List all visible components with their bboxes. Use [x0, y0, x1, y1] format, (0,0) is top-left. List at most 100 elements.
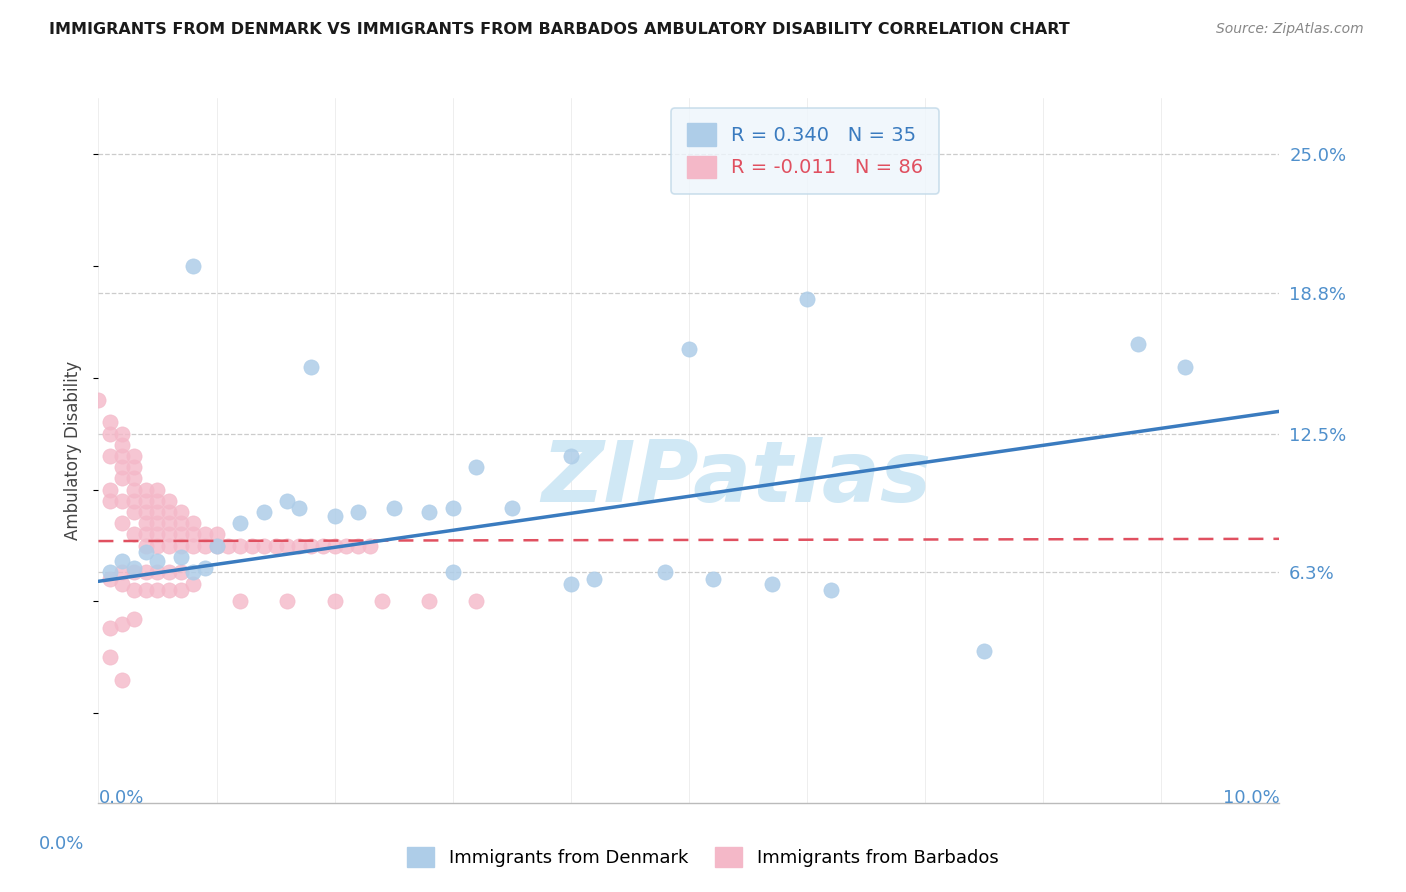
Point [761, 576, 783, 591]
Point [170, 527, 193, 541]
Point [1126, 337, 1149, 351]
Point [359, 539, 381, 553]
Point [205, 539, 228, 553]
Point [122, 561, 145, 575]
Point [299, 359, 322, 374]
Point [111, 616, 134, 631]
Point [111, 471, 134, 485]
Point [135, 583, 157, 598]
Point [122, 505, 145, 519]
Point [335, 539, 357, 553]
Point [135, 566, 157, 580]
Point [288, 539, 311, 553]
Point [98, 483, 121, 497]
Point [288, 500, 311, 515]
Point [157, 566, 180, 580]
Point [135, 505, 157, 519]
Point [135, 483, 157, 497]
Point [170, 516, 193, 531]
Point [229, 539, 252, 553]
Y-axis label: Ambulatory Disability: Ambulatory Disability [65, 361, 83, 540]
Point [323, 539, 346, 553]
Point [146, 493, 169, 508]
Point [170, 583, 193, 598]
Point [276, 493, 298, 508]
Point [146, 483, 169, 497]
Point [418, 594, 440, 608]
Point [583, 572, 606, 586]
Point [135, 516, 157, 531]
Point [181, 527, 204, 541]
Text: 10.0%: 10.0% [1223, 789, 1279, 807]
Point [135, 527, 157, 541]
Point [98, 621, 121, 635]
Point [122, 583, 145, 598]
Point [465, 594, 488, 608]
Point [276, 539, 298, 553]
Point [382, 500, 405, 515]
Point [205, 539, 228, 553]
Point [122, 483, 145, 497]
Point [347, 539, 370, 553]
Point [98, 416, 121, 430]
Text: Source: ZipAtlas.com: Source: ZipAtlas.com [1216, 22, 1364, 37]
Text: ZIPatlas: ZIPatlas [541, 437, 931, 520]
Point [441, 500, 464, 515]
Point [323, 594, 346, 608]
Point [146, 583, 169, 598]
Point [253, 539, 276, 553]
Point [702, 572, 724, 586]
Point [264, 539, 287, 553]
Point [87, 393, 110, 408]
Point [181, 566, 204, 580]
Point [111, 460, 134, 475]
Point [146, 539, 169, 553]
Point [135, 539, 157, 553]
Point [111, 566, 134, 580]
Point [170, 539, 193, 553]
Point [181, 576, 204, 591]
Point [194, 527, 217, 541]
Text: 0.0%: 0.0% [98, 789, 143, 807]
Point [973, 643, 995, 657]
Point [98, 449, 121, 463]
Point [111, 449, 134, 463]
Point [678, 342, 700, 356]
Point [170, 566, 193, 580]
Point [418, 505, 440, 519]
Point [157, 493, 180, 508]
Point [111, 426, 134, 441]
Point [122, 449, 145, 463]
Point [560, 449, 582, 463]
Point [170, 549, 193, 564]
Point [98, 426, 121, 441]
Point [181, 516, 204, 531]
Point [229, 516, 252, 531]
Point [122, 612, 145, 626]
Point [276, 594, 298, 608]
Point [501, 500, 523, 515]
Point [122, 471, 145, 485]
Point [157, 505, 180, 519]
Point [98, 493, 121, 508]
Point [111, 493, 134, 508]
Point [122, 460, 145, 475]
Point [820, 583, 842, 598]
Point [122, 493, 145, 508]
Point [1174, 359, 1197, 374]
Point [157, 516, 180, 531]
Point [347, 505, 370, 519]
Point [229, 594, 252, 608]
Point [253, 505, 276, 519]
Point [135, 545, 157, 559]
Point [323, 509, 346, 524]
Point [194, 539, 217, 553]
Point [181, 259, 204, 273]
Point [240, 539, 263, 553]
Point [157, 527, 180, 541]
Point [181, 539, 204, 553]
Point [157, 583, 180, 598]
Point [312, 539, 335, 553]
Point [170, 505, 193, 519]
Point [111, 576, 134, 591]
